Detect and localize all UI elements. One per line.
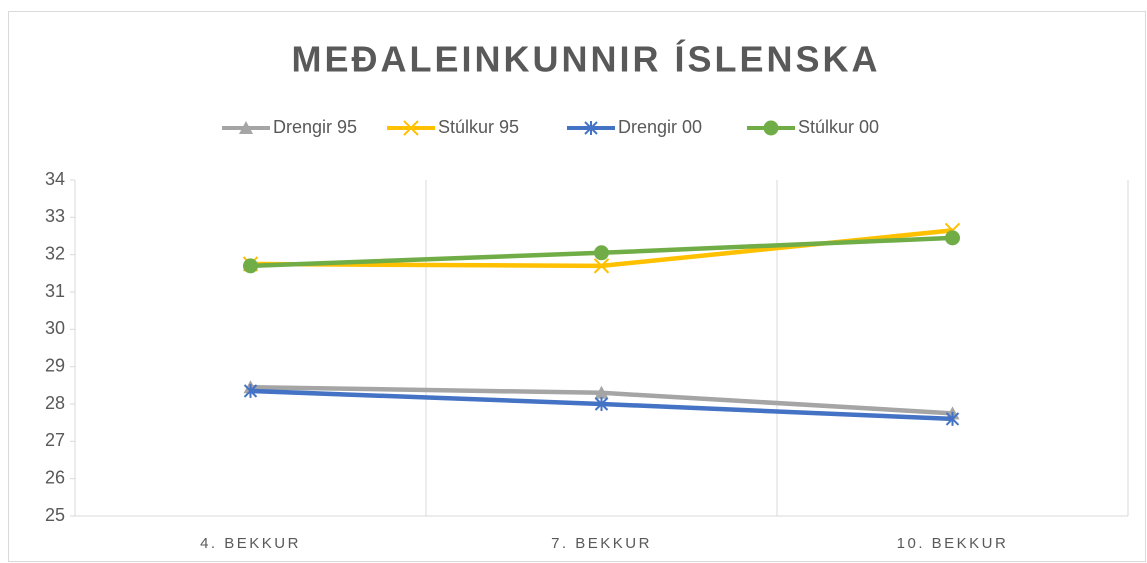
marker (243, 258, 258, 274)
x-tick-label: 4. BEKKUR (200, 535, 301, 552)
legend-label: Stúlkur 00 (798, 117, 879, 137)
marker-shape (584, 121, 598, 135)
chart-border (8, 11, 1146, 562)
marker-shape (403, 120, 419, 136)
chart-title: MEÐALEINKUNNIR ÍSLENSKA (291, 39, 880, 80)
y-tick-label: 27 (45, 430, 65, 450)
marker-shape (594, 397, 609, 411)
marker (239, 121, 253, 134)
marker-shape (945, 230, 960, 246)
y-tick-label: 34 (45, 169, 65, 189)
y-tick-label: 26 (45, 467, 65, 487)
y-tick-label: 33 (45, 206, 65, 226)
marker-shape (763, 120, 779, 136)
marker-shape (594, 385, 609, 399)
marker (243, 383, 258, 398)
y-tick-label: 32 (45, 243, 65, 263)
legend-label: Drengir 95 (273, 117, 357, 137)
y-tick-label: 28 (45, 393, 65, 413)
marker (593, 258, 610, 274)
marker-shape (945, 411, 960, 426)
legend-label: Stúlkur 95 (438, 117, 519, 137)
marker (763, 120, 779, 136)
marker-shape (239, 121, 253, 134)
marker (945, 230, 960, 246)
y-tick-label: 30 (45, 318, 65, 338)
y-tick-label: 25 (45, 505, 65, 525)
marker (403, 120, 419, 136)
marker-shape (593, 258, 610, 274)
legend-label: Drengir 00 (618, 117, 702, 137)
marker-shape (243, 258, 258, 274)
marker (584, 121, 598, 135)
y-tick-label: 31 (45, 281, 65, 301)
marker (945, 411, 960, 426)
marker (594, 397, 609, 411)
x-tick-label: 10. BEKKUR (897, 535, 1009, 552)
x-tick-label: 7. BEKKUR (551, 535, 652, 552)
marker (594, 385, 609, 399)
marker-shape (243, 383, 258, 398)
y-tick-label: 29 (45, 355, 65, 375)
marker (594, 245, 609, 261)
marker-shape (594, 245, 609, 261)
